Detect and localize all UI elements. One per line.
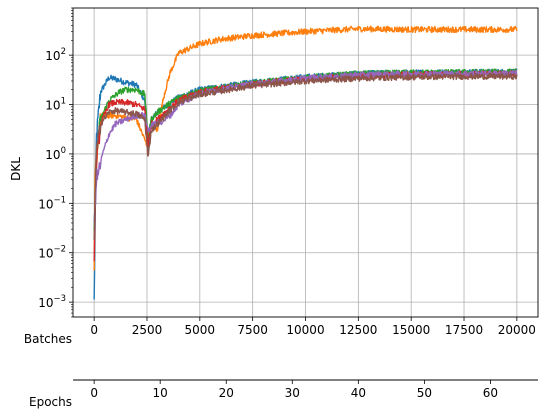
epochs-tick-label: 0	[90, 386, 98, 400]
x-axis-label-epochs: Epochs	[29, 395, 72, 409]
x-tick-label: 20000	[498, 323, 536, 337]
epochs-tick-label: 10	[153, 386, 168, 400]
series-line-6	[93, 72, 518, 240]
y-tick-label: 100	[45, 146, 66, 162]
x-tick-label: 12500	[339, 323, 377, 337]
y-tick-label: 10−2	[38, 245, 66, 261]
x-tick-label: 2500	[132, 323, 163, 337]
epochs-tick-label: 40	[351, 386, 366, 400]
y-tick-label: 101	[45, 97, 66, 113]
grid-lines	[73, 8, 538, 317]
epochs-tick-label: 50	[417, 386, 432, 400]
epochs-tick-label: 20	[219, 386, 234, 400]
x-tick-label: 10000	[286, 323, 324, 337]
y-tick-label: 102	[45, 47, 66, 63]
y-tick-label: 10−3	[38, 294, 66, 310]
y-tick-label: 10−1	[38, 195, 66, 211]
x-tick-label: 17500	[445, 323, 483, 337]
x-axis-label-batches: Batches	[24, 332, 72, 346]
epochs-tick-label: 60	[483, 386, 498, 400]
x-tick-label: 5000	[185, 323, 216, 337]
series-line-2	[93, 25, 518, 271]
series-lines	[93, 25, 518, 300]
axes: 0 2500 5000 7500 10000 12500 15000 17500 20000 10…	[38, 7, 539, 400]
x-tick-label: 0	[90, 323, 98, 337]
epochs-tick-label: 30	[285, 386, 300, 400]
x-tick-label: 7500	[237, 323, 268, 337]
y-axis-label: DKL	[9, 157, 23, 181]
x-tick-label: 15000	[392, 323, 430, 337]
